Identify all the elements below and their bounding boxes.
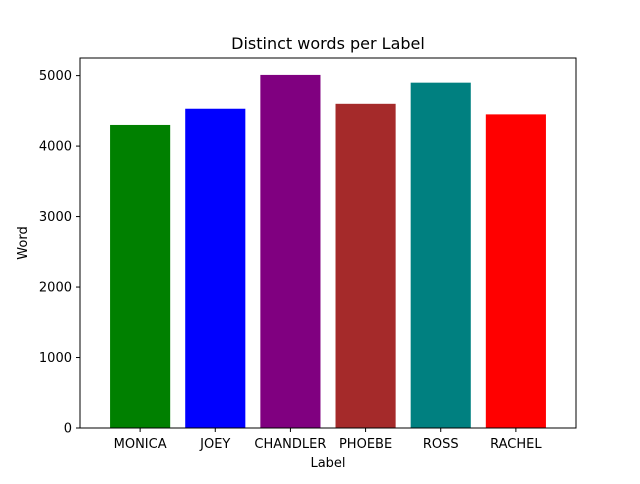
bar-joey (185, 108, 246, 428)
x-tick-label: RACHEL (490, 437, 542, 452)
bars-layer (110, 74, 546, 429)
x-tick-label: MONICA (114, 437, 167, 452)
y-tick-label: 1000 (39, 351, 72, 366)
x-tick-label: JOEY (199, 437, 230, 452)
x-tick-label: PHOEBE (339, 437, 392, 452)
y-axis-label: Word (16, 226, 31, 259)
bar-rachel (485, 114, 546, 428)
y-tick-label: 5000 (39, 69, 72, 84)
y-tick-label: 2000 (39, 281, 72, 296)
bar-monica (110, 124, 171, 428)
y-tick-label: 4000 (39, 140, 72, 155)
bar-ross (410, 82, 471, 429)
plot-area-frame (79, 57, 577, 429)
chart-title: Distinct words per Label (231, 34, 425, 53)
bar-chandler (260, 74, 321, 429)
x-axis-label: Label (310, 456, 345, 471)
bar-phoebe (335, 103, 396, 429)
y-axis: 0 1000 2000 3000 4000 5000 (39, 69, 80, 437)
x-axis: MONICA JOEY CHANDLER PHOEBE ROSS RACHEL (114, 428, 542, 452)
x-tick-label: CHANDLER (254, 437, 326, 452)
y-tick-label: 0 (64, 422, 72, 437)
y-tick-label: 3000 (39, 210, 72, 225)
x-tick-label: ROSS (423, 437, 459, 452)
